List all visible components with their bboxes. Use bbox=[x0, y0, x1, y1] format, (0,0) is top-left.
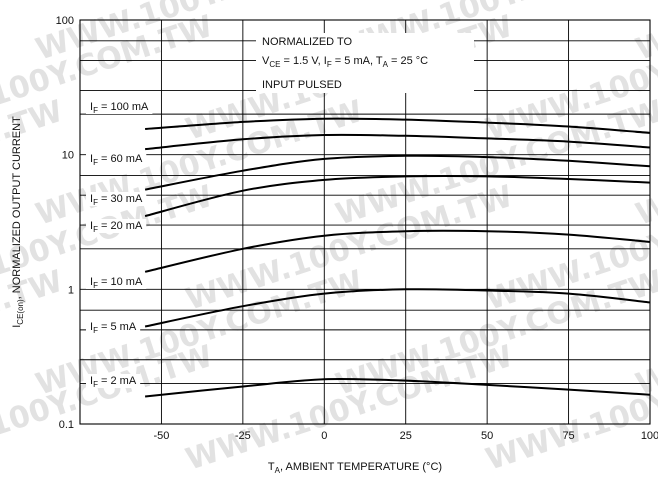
y-axis-title-sub: CE(on) bbox=[16, 299, 25, 325]
x-tick-label: -50 bbox=[153, 430, 169, 442]
series-label: IF = 100 mA bbox=[90, 101, 149, 115]
series-line bbox=[145, 117, 651, 134]
series-line bbox=[144, 377, 651, 398]
y-axis-title-main: I bbox=[11, 325, 23, 328]
series-label-sub: F bbox=[93, 106, 98, 115]
series-label-bg bbox=[86, 100, 153, 114]
series-label-bg bbox=[86, 152, 147, 166]
note-i-val: = 5 mA, T bbox=[332, 55, 383, 67]
series-label: IF = 20 mA bbox=[90, 220, 143, 234]
series-label-sub: F bbox=[93, 380, 98, 389]
x-tick-labels: -50 -25 0 25 50 75 100 bbox=[153, 430, 658, 442]
series-label-rest: = 5 mA bbox=[98, 321, 137, 333]
note-t-val: = 25 °C bbox=[388, 55, 428, 67]
y-axis-title-rest: , NORMALIZED OUTPUT CURRENT bbox=[11, 116, 23, 299]
series-label-rest: = 2 mA bbox=[98, 375, 137, 387]
series-label: IF = 5 mA bbox=[90, 321, 137, 335]
series-label-sub: F bbox=[93, 158, 98, 167]
x-tick-label: 0 bbox=[321, 430, 327, 442]
note-line-3: INPUT PULSED bbox=[262, 79, 342, 91]
series-label-sub: F bbox=[93, 326, 98, 335]
normalization-note: NORMALIZED TO VCE = 1.5 V, IF = 5 mA, TA… bbox=[256, 33, 474, 93]
x-tick-label: 50 bbox=[481, 430, 493, 442]
series-line bbox=[145, 133, 651, 151]
series-line bbox=[144, 288, 651, 328]
note-i-sub: F bbox=[327, 60, 332, 69]
series-label-main: I bbox=[90, 321, 93, 333]
series-label-rest: = 100 mA bbox=[98, 101, 149, 113]
series-label-main: I bbox=[90, 101, 93, 113]
y-tick-label: 0.1 bbox=[59, 419, 74, 431]
series-label-sub: F bbox=[93, 198, 98, 207]
series-label-bg bbox=[86, 275, 147, 289]
series-label-bg bbox=[86, 192, 147, 206]
series-label-sub: F bbox=[93, 225, 98, 234]
series-label-main: I bbox=[90, 153, 93, 165]
x-axis-title-rest: , AMBIENT TEMPERATURE (°C) bbox=[280, 461, 442, 473]
y-tick-label: 1 bbox=[68, 284, 74, 296]
series-label-main: I bbox=[90, 220, 93, 232]
note-background bbox=[256, 33, 474, 93]
x-axis-title-main: T bbox=[268, 461, 275, 473]
series-label-bg bbox=[86, 219, 147, 233]
x-axis-title: TA, AMBIENT TEMPERATURE (°C) bbox=[268, 461, 442, 475]
y-tick-label: 100 bbox=[56, 15, 74, 27]
series-label: IF = 10 mA bbox=[90, 276, 143, 290]
y-tick-label: 10 bbox=[62, 150, 74, 162]
x-tick-label: 75 bbox=[562, 430, 574, 442]
series-label-rest: = 10 mA bbox=[98, 276, 143, 288]
series-label-main: I bbox=[90, 193, 93, 205]
note-line-1: NORMALIZED TO bbox=[262, 36, 352, 48]
series-label-main: I bbox=[90, 276, 93, 288]
grid-lines bbox=[80, 20, 650, 424]
note-t-sub: A bbox=[383, 60, 389, 69]
x-axis-title-sub: A bbox=[275, 466, 281, 475]
series-label: IF = 30 mA bbox=[90, 193, 143, 207]
series-line bbox=[144, 229, 651, 273]
series-line bbox=[144, 174, 651, 218]
x-tick-label: 100 bbox=[641, 430, 658, 442]
note-line-2: VCE = 1.5 V, IF = 5 mA, TA = 25 °C bbox=[262, 55, 428, 69]
series-label-rest: = 60 mA bbox=[98, 153, 143, 165]
series-label-bg bbox=[86, 320, 141, 334]
series-label-sub: F bbox=[93, 281, 98, 290]
x-tick-label: 25 bbox=[400, 430, 412, 442]
series-label-main: I bbox=[90, 375, 93, 387]
series-curves bbox=[144, 117, 651, 398]
plot-frame bbox=[79, 19, 651, 425]
y-tick-labels: 0.1 1 10 100 bbox=[56, 15, 74, 431]
series-label-rest: = 20 mA bbox=[98, 220, 143, 232]
x-tick-label: -25 bbox=[235, 430, 251, 442]
series-line bbox=[144, 154, 651, 191]
note-v: V bbox=[262, 55, 270, 67]
series-label-rest: = 30 mA bbox=[98, 193, 143, 205]
series-label-bg bbox=[86, 374, 141, 388]
note-v-val: = 1.5 V, I bbox=[280, 55, 326, 67]
note-v-sub: CE bbox=[269, 60, 280, 69]
series-label: IF = 2 mA bbox=[90, 375, 137, 389]
y-axis-title: ICE(on), NORMALIZED OUTPUT CURRENT bbox=[11, 116, 25, 328]
series-label: IF = 60 mA bbox=[90, 153, 143, 167]
